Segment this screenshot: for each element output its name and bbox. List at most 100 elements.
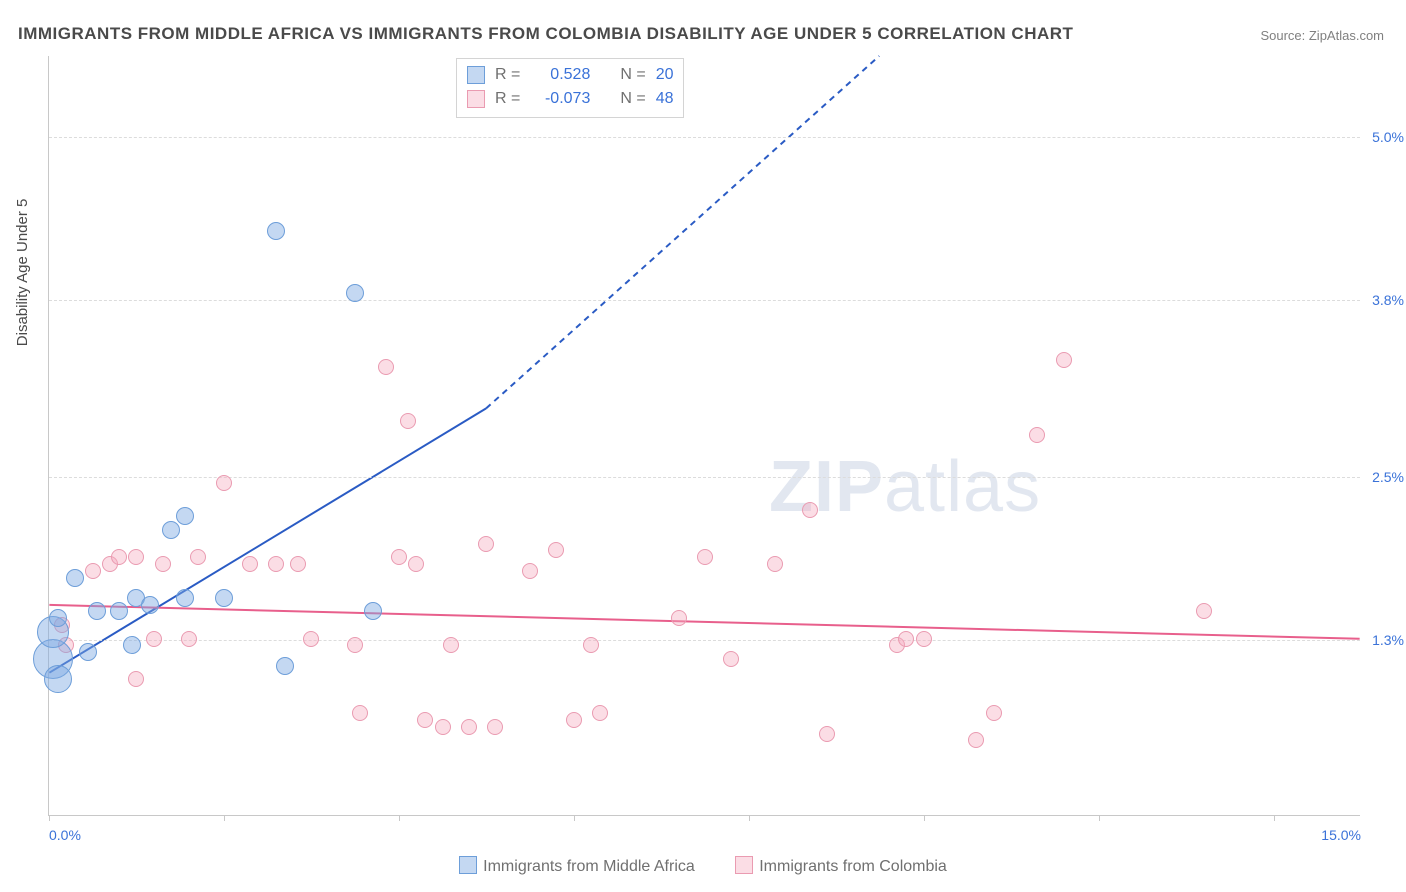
ytick-label: 3.8% (1372, 292, 1404, 308)
scatter-point (352, 705, 368, 721)
scatter-point (378, 359, 394, 375)
scatter-point (391, 549, 407, 565)
scatter-point (176, 507, 194, 525)
xtick (574, 815, 575, 821)
scatter-point (155, 556, 171, 572)
scatter-point (85, 563, 101, 579)
scatter-point (303, 631, 319, 647)
bottom-legend: Immigrants from Middle Africa Immigrants… (0, 856, 1406, 876)
scatter-point (128, 671, 144, 687)
scatter-point (215, 589, 233, 607)
ytick-label: 2.5% (1372, 469, 1404, 485)
scatter-point (162, 521, 180, 539)
scatter-point (1056, 352, 1072, 368)
scatter-point (181, 631, 197, 647)
gridline-h (49, 300, 1360, 301)
scatter-point (1196, 603, 1212, 619)
plot-area: ZIPatlas 1.3%2.5%3.8%5.0%0.0%15.0% (48, 56, 1360, 816)
scatter-point (443, 637, 459, 653)
scatter-point (66, 569, 84, 587)
source-attribution: Source: ZipAtlas.com (1260, 28, 1384, 43)
legend-label-pink: Immigrants from Colombia (759, 858, 947, 875)
stat-label-r: R = (495, 63, 520, 87)
scatter-point (111, 549, 127, 565)
scatter-point (417, 712, 433, 728)
ytick-label: 5.0% (1372, 129, 1404, 145)
scatter-point (408, 556, 424, 572)
stats-row-pink: R = -0.073 N = 48 (467, 87, 673, 111)
legend-swatch-blue (467, 66, 485, 84)
stat-value-n-blue: 20 (656, 63, 674, 87)
scatter-point (267, 222, 285, 240)
stat-label-n: N = (620, 87, 645, 111)
scatter-point (723, 651, 739, 667)
scatter-point (346, 284, 364, 302)
stat-value-r-pink: -0.073 (530, 87, 590, 111)
scatter-point (190, 549, 206, 565)
y-axis-label: Disability Age Under 5 (14, 199, 31, 347)
scatter-point (123, 636, 141, 654)
scatter-point (548, 542, 564, 558)
xtick (749, 815, 750, 821)
scatter-point (819, 726, 835, 742)
stat-value-n-pink: 48 (656, 87, 674, 111)
scatter-point (290, 556, 306, 572)
stats-row-blue: R = 0.528 N = 20 (467, 63, 673, 87)
scatter-point (522, 563, 538, 579)
scatter-point (79, 643, 97, 661)
ytick-label: 1.3% (1372, 632, 1404, 648)
scatter-point (916, 631, 932, 647)
legend-swatch-pink-bottom (735, 856, 753, 874)
scatter-point (146, 631, 162, 647)
scatter-point (400, 413, 416, 429)
xtick-label: 0.0% (49, 827, 81, 843)
scatter-point (697, 549, 713, 565)
legend-swatch-pink (467, 90, 485, 108)
scatter-point (478, 536, 494, 552)
scatter-point (487, 719, 503, 735)
xtick (399, 815, 400, 821)
xtick (224, 815, 225, 821)
scatter-point (592, 705, 608, 721)
legend-label-blue: Immigrants from Middle Africa (483, 858, 695, 875)
gridline-h (49, 640, 1360, 641)
scatter-point (767, 556, 783, 572)
scatter-point (49, 609, 67, 627)
gridline-h (49, 477, 1360, 478)
stat-label-n: N = (620, 63, 645, 87)
scatter-point (583, 637, 599, 653)
scatter-point (898, 631, 914, 647)
stat-label-r: R = (495, 87, 520, 111)
scatter-point (347, 637, 363, 653)
scatter-point (176, 589, 194, 607)
legend-item-blue: Immigrants from Middle Africa (459, 858, 699, 875)
trend-line (49, 605, 1359, 639)
scatter-point (566, 712, 582, 728)
scatter-point (216, 475, 232, 491)
xtick (1099, 815, 1100, 821)
scatter-point (435, 719, 451, 735)
trend-lines-svg (49, 56, 1360, 815)
scatter-point (88, 602, 106, 620)
scatter-point (968, 732, 984, 748)
scatter-point (461, 719, 477, 735)
scatter-point (128, 549, 144, 565)
chart-title: IMMIGRANTS FROM MIDDLE AFRICA VS IMMIGRA… (18, 24, 1073, 44)
trend-line (49, 408, 486, 672)
scatter-point (242, 556, 258, 572)
scatter-point (802, 502, 818, 518)
stat-value-r-blue: 0.528 (530, 63, 590, 87)
scatter-point (671, 610, 687, 626)
legend-item-pink: Immigrants from Colombia (735, 858, 947, 875)
xtick (49, 815, 50, 821)
xtick (924, 815, 925, 821)
xtick-label: 15.0% (1321, 827, 1361, 843)
legend-swatch-blue-bottom (459, 856, 477, 874)
scatter-point (110, 602, 128, 620)
scatter-point (44, 665, 72, 693)
xtick (1274, 815, 1275, 821)
scatter-point (141, 596, 159, 614)
scatter-point (364, 602, 382, 620)
gridline-h (49, 137, 1360, 138)
scatter-point (986, 705, 1002, 721)
